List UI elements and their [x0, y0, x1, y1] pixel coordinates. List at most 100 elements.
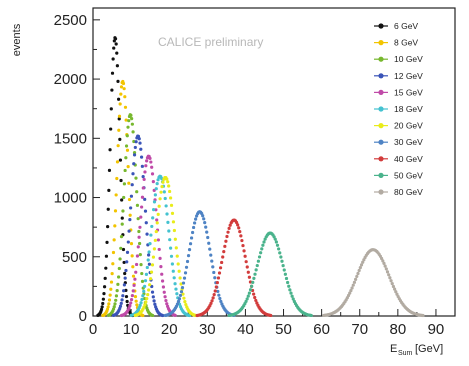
- data-point: [116, 79, 120, 83]
- data-point: [145, 159, 149, 163]
- data-point: [355, 274, 359, 279]
- data-point: [130, 254, 134, 258]
- data-point: [155, 218, 159, 222]
- data-point: [248, 288, 253, 292]
- data-point: [138, 252, 142, 257]
- data-point: [282, 268, 286, 272]
- data-point: [116, 282, 120, 286]
- x-axis-label-unit: [GeV]: [415, 343, 443, 355]
- data-point: [242, 249, 246, 253]
- data-point: [104, 254, 109, 258]
- data-point: [154, 187, 158, 191]
- data-point: [141, 175, 145, 179]
- data-point: [143, 197, 147, 201]
- data-point: [136, 245, 140, 249]
- data-point: [137, 235, 141, 239]
- data-point: [154, 229, 158, 234]
- series-6-gev: [96, 36, 135, 318]
- data-point: [201, 214, 205, 218]
- data-point: [111, 250, 116, 255]
- data-point: [291, 297, 295, 301]
- data-point: [383, 264, 387, 268]
- data-point: [144, 300, 148, 304]
- data-point: [125, 134, 129, 138]
- legend-marker: [378, 73, 384, 79]
- data-point: [175, 254, 179, 258]
- data-point: [185, 259, 190, 264]
- data-point: [151, 216, 155, 220]
- data-point: [219, 299, 223, 304]
- legend-label: 15 GeV: [394, 87, 423, 97]
- data-point: [159, 190, 163, 194]
- legend-item: 40 GeV: [374, 154, 423, 164]
- data-point: [247, 291, 252, 295]
- data-point: [123, 276, 127, 280]
- data-point: [113, 209, 118, 213]
- data-point: [114, 42, 118, 46]
- data-point: [135, 303, 139, 307]
- data-point: [180, 285, 185, 290]
- data-point: [225, 234, 229, 239]
- data-point: [246, 294, 250, 298]
- data-point: [169, 246, 173, 250]
- data-point: [148, 283, 152, 287]
- y-tick-label-2000: 2000: [54, 71, 87, 88]
- data-point: [281, 264, 285, 268]
- y-axis-label: events: [11, 23, 23, 56]
- data-point: [154, 208, 158, 212]
- data-point: [112, 46, 116, 50]
- data-point: [140, 205, 144, 209]
- data-point: [182, 296, 186, 300]
- data-point: [150, 165, 154, 169]
- data-point: [181, 281, 186, 285]
- data-point: [118, 257, 122, 261]
- data-point: [147, 253, 151, 257]
- data-point: [361, 260, 365, 264]
- data-point: [107, 298, 112, 302]
- data-point: [101, 297, 105, 301]
- data-point: [212, 270, 216, 275]
- data-point: [177, 269, 181, 273]
- data-point: [138, 141, 142, 145]
- data-point: [101, 301, 105, 306]
- data-point: [236, 223, 240, 227]
- data-point: [108, 293, 112, 297]
- data-point: [160, 185, 164, 189]
- data-point: [109, 107, 113, 111]
- data-point: [260, 247, 264, 251]
- legend-label: 50 GeV: [394, 170, 423, 180]
- data-point: [106, 305, 110, 309]
- data-point: [132, 153, 137, 157]
- axis-ticks: 0 10 20 30 40 50 60 70 80 90 0 500 1000 1500 2000 2500: [54, 12, 445, 338]
- y-tick-label-500: 500: [62, 249, 87, 266]
- data-point: [142, 177, 146, 182]
- data-point: [139, 215, 143, 219]
- data-point: [109, 280, 114, 284]
- data-point: [121, 209, 125, 213]
- data-point: [130, 183, 134, 187]
- data-point: [104, 266, 108, 270]
- data-point: [144, 272, 149, 276]
- data-point: [145, 265, 149, 270]
- data-point: [245, 297, 249, 301]
- data-point: [241, 243, 245, 248]
- data-point: [132, 139, 136, 144]
- data-point: [102, 285, 107, 289]
- data-point: [122, 260, 126, 265]
- data-point: [139, 263, 143, 267]
- data-point: [143, 284, 147, 288]
- data-point: [167, 229, 171, 233]
- data-point: [173, 237, 177, 241]
- data-point: [129, 194, 134, 198]
- data-point: [251, 280, 255, 284]
- data-point: [183, 271, 188, 275]
- data-point: [255, 263, 259, 268]
- legend-marker: [378, 89, 384, 95]
- data-point: [118, 137, 122, 141]
- data-point: [114, 298, 118, 302]
- data-point: [210, 299, 214, 303]
- data-point: [122, 87, 126, 91]
- data-point: [150, 172, 155, 176]
- data-point: [208, 247, 212, 251]
